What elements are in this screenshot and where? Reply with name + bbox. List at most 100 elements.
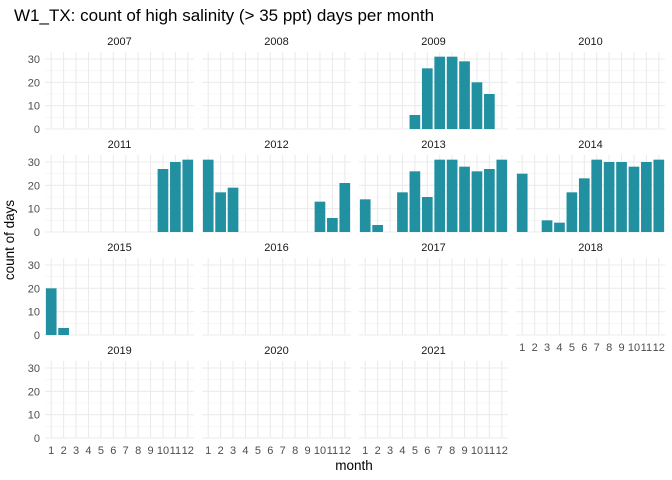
bar-2014-1: [516, 173, 528, 232]
x-tick-label: 9: [461, 445, 467, 457]
bar-2013-2: [372, 225, 383, 232]
facet-label: 2015: [107, 242, 131, 254]
x-tick-label: 2: [218, 445, 224, 457]
bar-2014-3: [541, 220, 553, 232]
bar-2013-1: [359, 199, 371, 232]
facet-panel-2014: 2014: [516, 139, 665, 233]
facet-panel-2008: 2008: [202, 36, 351, 130]
y-tick-label: 30: [28, 54, 40, 66]
bar-2011-11: [170, 162, 181, 232]
x-tick-label: 4: [556, 342, 562, 354]
y-axis-label: count of days: [2, 200, 17, 281]
bar-2014-4: [554, 222, 565, 232]
bar-2014-8: [603, 162, 615, 232]
x-tick-label: 6: [424, 445, 430, 457]
x-tick-label: 12: [496, 445, 508, 457]
x-tick-label: 11: [484, 445, 495, 457]
x-tick-label: 9: [304, 445, 310, 457]
facet-label: 2008: [264, 36, 288, 48]
x-tick-label: 1: [205, 445, 211, 457]
facet-panel-2017: 2017: [359, 242, 508, 336]
x-tick-label: 2: [375, 445, 381, 457]
facet-label: 2007: [107, 36, 131, 48]
bar-2009-11: [484, 94, 495, 129]
bar-2014-7: [591, 159, 603, 232]
y-tick-label: 30: [28, 260, 40, 272]
x-tick-label: 10: [157, 445, 169, 457]
facet-panel-2016: 2016: [202, 242, 351, 336]
facet-label: 2013: [421, 139, 445, 151]
bar-2013-7: [434, 159, 446, 232]
bar-2013-9: [459, 166, 470, 232]
y-tick-label: 10: [28, 204, 40, 216]
bar-2015-1: [45, 288, 57, 335]
facet-panel-2011: 2011 0 10 20 30: [28, 139, 194, 239]
x-tick-label: 12: [339, 445, 351, 457]
bar-2013-5: [409, 171, 421, 232]
x-tick-label: 4: [242, 445, 248, 457]
x-tick-label: 4: [399, 445, 405, 457]
bar-2009-10: [471, 82, 483, 129]
bar-2014-11: [641, 162, 652, 232]
facet-label: 2011: [108, 139, 132, 151]
bar-2013-4: [397, 192, 408, 232]
x-tick-label: 1: [48, 445, 54, 457]
facet-panel-2013: 2013: [359, 139, 508, 233]
x-tick-label: 6: [110, 445, 116, 457]
bar-2009-9: [459, 61, 470, 130]
bar-2012-11: [327, 218, 338, 232]
facet-label: 2019: [107, 345, 131, 357]
x-tick-label: 10: [314, 445, 326, 457]
y-tick-label: 0: [34, 330, 40, 342]
facet-label: 2009: [421, 36, 445, 48]
y-tick-label: 0: [34, 124, 40, 136]
facet-panel-2009: 2009: [359, 36, 508, 130]
x-tick-label: 6: [581, 342, 587, 354]
y-tick-label: 20: [28, 77, 40, 89]
y-tick-label: 20: [28, 180, 40, 192]
x-tick-label: 8: [135, 445, 141, 457]
bar-2012-12: [339, 183, 351, 232]
facet-label: 2021: [421, 345, 445, 357]
y-tick-label: 10: [28, 307, 40, 319]
facet-label: 2020: [264, 345, 288, 357]
facet-label: 2016: [264, 242, 288, 254]
facet-panel-2010: 2010: [516, 36, 665, 130]
y-tick-label: 20: [28, 386, 40, 398]
x-tick-label: 9: [147, 445, 153, 457]
x-tick-label: 3: [230, 445, 236, 457]
x-tick-label: 10: [471, 445, 483, 457]
bar-2013-10: [471, 171, 483, 232]
bar-2013-8: [446, 159, 458, 232]
x-tick-label: 3: [544, 342, 550, 354]
x-tick-label: 3: [387, 445, 393, 457]
bar-2013-12: [496, 159, 508, 232]
bar-2009-8: [446, 56, 458, 129]
x-tick-label: 7: [437, 445, 443, 457]
y-tick-label: 10: [28, 410, 40, 422]
y-tick-label: 30: [28, 157, 40, 169]
bar-2014-5: [566, 192, 578, 232]
x-tick-label: 11: [641, 342, 652, 354]
bar-2012-3: [227, 187, 239, 232]
facet-label: 2017: [421, 242, 445, 254]
bar-2014-6: [578, 178, 590, 232]
x-axis-label: month: [335, 458, 373, 473]
x-tick-label: 6: [267, 445, 273, 457]
x-tick-label: 5: [412, 445, 418, 457]
bar-2011-12: [182, 159, 194, 232]
bar-2009-5: [409, 115, 421, 129]
y-tick-label: 30: [28, 363, 40, 375]
x-tick-label: 7: [280, 445, 286, 457]
facet-label: 2010: [578, 36, 602, 48]
x-tick-label: 5: [98, 445, 104, 457]
bar-2014-10: [628, 166, 640, 232]
x-tick-label: 5: [255, 445, 261, 457]
facet-panel-2012: 2012: [202, 139, 351, 233]
y-tick-label: 0: [34, 227, 40, 239]
x-tick-label: 12: [182, 445, 194, 457]
facet-label: 2018: [578, 242, 602, 254]
x-tick-label: 8: [606, 342, 612, 354]
